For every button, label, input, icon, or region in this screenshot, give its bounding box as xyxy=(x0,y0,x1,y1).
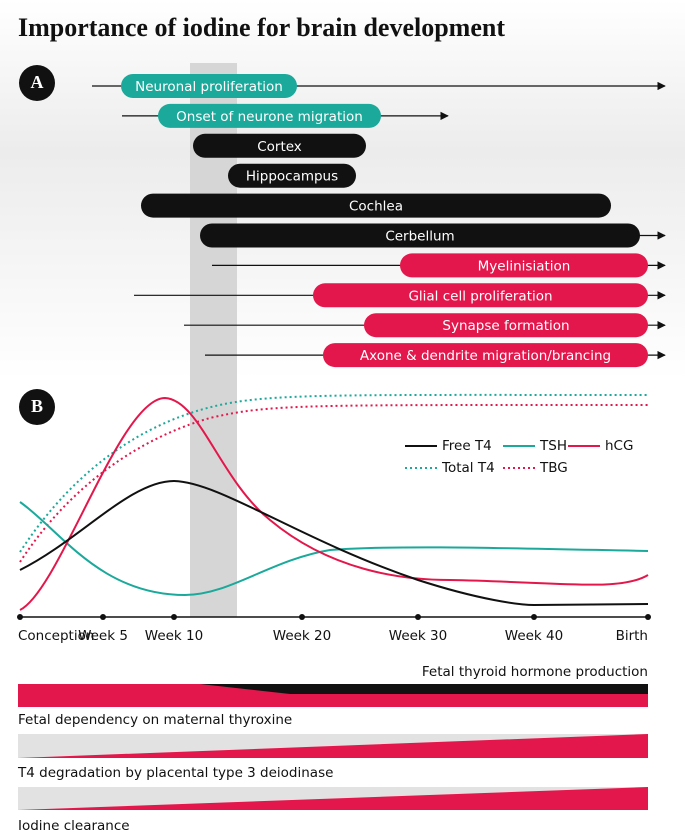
x-tick xyxy=(415,614,421,620)
legend: Free T4 TSH hCG Total T4 TBG xyxy=(405,438,633,476)
band-wedge xyxy=(18,734,648,758)
pill-label: Glial cell proliferation xyxy=(408,288,552,304)
x-tick xyxy=(299,614,305,620)
legend-label: TSH xyxy=(539,438,567,454)
legend-label: Total T4 xyxy=(441,460,495,476)
timeline-rows: Neuronal proliferation Onset of neurone m… xyxy=(92,74,666,368)
pill xyxy=(364,313,648,338)
tbg-curve xyxy=(19,403,649,563)
legend-label: TBG xyxy=(539,460,568,476)
x-tick xyxy=(100,614,106,620)
tsh-curve xyxy=(19,501,649,597)
band-label: Fetal thyroid hormone production xyxy=(422,664,648,680)
pill xyxy=(193,133,366,158)
x-tick xyxy=(17,614,23,620)
x-label: Week 20 xyxy=(273,628,331,644)
band-label: Iodine clearance xyxy=(18,818,130,834)
pill xyxy=(228,163,356,188)
pill-label: Axone & dendrite migration/brancing xyxy=(360,348,611,364)
pill-label: Neuronal proliferation xyxy=(135,79,283,95)
pill xyxy=(200,223,640,248)
panel-label: B xyxy=(31,396,43,416)
x-label: Week 30 xyxy=(389,628,447,644)
pill xyxy=(158,103,381,128)
band-label: T4 degradation by placental type 3 deiod… xyxy=(17,765,333,781)
x-label: Conception xyxy=(18,628,94,644)
pill xyxy=(121,74,297,98)
pill-label: Cochlea xyxy=(349,199,403,215)
curves xyxy=(19,393,649,611)
x-label: Week 5 xyxy=(78,628,128,644)
band-wedge xyxy=(18,787,648,810)
x-label: Week 10 xyxy=(145,628,203,644)
pill-label: Hippocampus xyxy=(246,169,338,185)
pill-label: Onset of neurone migration xyxy=(176,109,363,125)
panel-badge xyxy=(19,389,55,425)
pill xyxy=(400,253,648,278)
total-t4-curve xyxy=(19,393,649,553)
x-tick xyxy=(531,614,537,620)
pill-label: Cortex xyxy=(257,139,302,155)
legend-label: Free T4 xyxy=(442,438,492,454)
pill xyxy=(141,193,611,218)
band-wedge xyxy=(200,684,648,694)
band-label: Fetal dependency on maternal thyroxine xyxy=(18,712,292,728)
pill xyxy=(323,343,648,368)
x-label: Week 40 xyxy=(505,628,563,644)
pill xyxy=(313,283,648,308)
legend-label: hCG xyxy=(605,438,633,454)
panel-label: A xyxy=(31,72,44,92)
hcg-curve xyxy=(19,396,649,611)
x-tick xyxy=(645,614,651,620)
pill-label: Synapse formation xyxy=(442,318,569,334)
x-label: Birth xyxy=(616,628,648,644)
free-t4-curve xyxy=(19,479,649,607)
pill-label: Myelinisiation xyxy=(478,258,571,274)
panel-badge xyxy=(19,65,55,101)
x-tick xyxy=(171,614,177,620)
title: Importance of iodine for brain developme… xyxy=(18,13,505,42)
pill-label: Cerbellum xyxy=(385,229,454,245)
